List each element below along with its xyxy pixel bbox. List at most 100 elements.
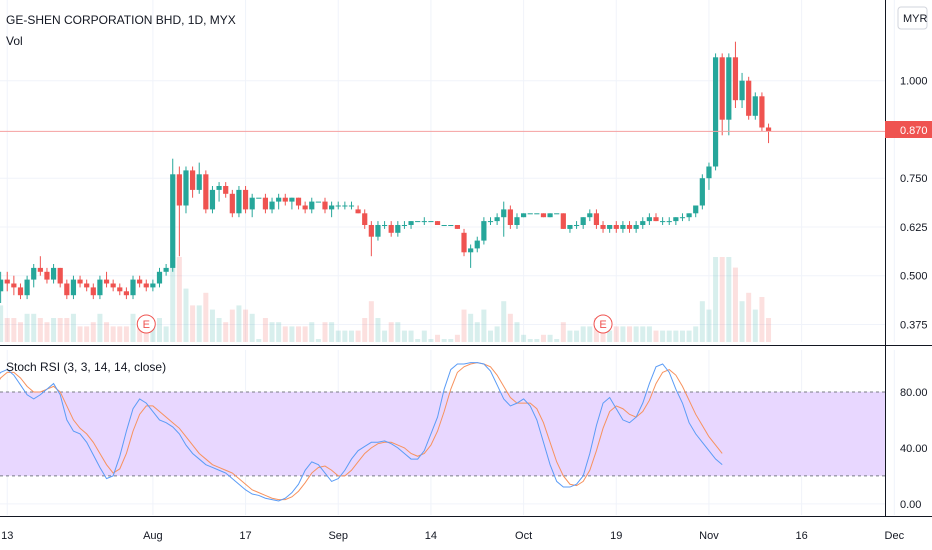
earnings-marker[interactable]: E (136, 314, 156, 334)
volume-bar (395, 322, 401, 342)
volume-bar (521, 334, 527, 342)
earnings-marker[interactable]: E (593, 314, 613, 334)
volume-bars (0, 257, 772, 342)
volume-bar (282, 326, 288, 342)
candle (408, 221, 414, 229)
volume-bar (176, 257, 182, 342)
candle (759, 92, 765, 132)
candle (375, 221, 381, 241)
candle (256, 197, 262, 199)
volume-bar (653, 330, 659, 342)
volume-bar (209, 309, 215, 342)
time-tick-label: 17 (239, 530, 251, 542)
candle (461, 228, 467, 257)
candle (401, 221, 408, 229)
volume-bar (262, 318, 268, 342)
currency-button[interactable] (897, 6, 928, 30)
volume-bar (117, 326, 123, 342)
candle (269, 197, 275, 214)
candle (494, 213, 500, 225)
volume-bar (11, 318, 17, 342)
candle (209, 186, 216, 214)
volume-bar (627, 326, 633, 342)
volume-bar (448, 339, 454, 342)
candle (50, 264, 57, 284)
volume-bar (37, 318, 43, 342)
candle (203, 170, 209, 214)
volume-bar (435, 334, 441, 342)
volume-bar (375, 318, 381, 342)
candle (620, 221, 626, 233)
volume-bar (97, 313, 103, 342)
volume-bar (759, 297, 765, 342)
volume-bar (44, 322, 50, 342)
candle (117, 283, 123, 296)
candle (554, 213, 560, 215)
volume-bar (494, 326, 500, 342)
candle (454, 225, 460, 229)
stoch-rsi-k-line (0, 362, 723, 502)
candle (24, 275, 30, 300)
price-axis-labels[interactable]: 0.375 0.500 0.625 0.750 1.000 (900, 76, 928, 332)
volume-bar (90, 322, 96, 342)
volume-bar (256, 339, 262, 342)
candle (487, 217, 494, 225)
candle (229, 189, 235, 218)
candle (110, 279, 116, 292)
candle (143, 279, 149, 292)
candle (216, 182, 222, 202)
candle (640, 217, 646, 229)
volume-bar (474, 322, 480, 342)
candle (156, 267, 163, 288)
time-axis-labels[interactable]: 13Aug17Sep14Oct19Nov16Dec14 (1, 530, 932, 542)
candle (289, 197, 295, 210)
volume-bar (70, 313, 76, 342)
volume-bar (686, 330, 692, 342)
candle (712, 53, 719, 171)
candle (315, 201, 321, 203)
volume-bar (540, 334, 546, 342)
volume-bar (157, 318, 162, 342)
stoch-rsi-axis-labels[interactable]: 0.00 40.00 80.00 (900, 387, 928, 511)
svg-text:E: E (599, 319, 606, 331)
candle (593, 209, 600, 229)
volume-bar (150, 326, 156, 342)
candle (295, 197, 302, 210)
stoch-rsi-tick-label: 0.00 (900, 499, 921, 511)
volume-bar (302, 326, 308, 342)
candle (137, 275, 143, 288)
volume-bar (580, 326, 586, 342)
volume-bar (355, 330, 361, 342)
volume-bar (77, 326, 83, 342)
candle (381, 221, 388, 229)
candle (600, 221, 606, 233)
candle (573, 221, 580, 229)
volume-bar (289, 326, 295, 342)
volume-bar (104, 322, 110, 342)
volume-bar (534, 339, 540, 342)
volume-bar (0, 305, 4, 342)
candle (276, 193, 282, 210)
candle (368, 221, 374, 257)
candle (4, 271, 10, 292)
volume-bar (746, 292, 752, 342)
candle (355, 205, 361, 214)
volume-bar (276, 322, 282, 342)
time-tick-label: Dec (885, 530, 905, 542)
candle (434, 221, 441, 225)
candle (607, 225, 613, 233)
candle (31, 264, 37, 288)
volume-bar (223, 322, 229, 342)
candle (84, 279, 90, 292)
volume-bar (660, 330, 666, 342)
price-tick-label: 0.375 (900, 319, 928, 331)
volume-bar (421, 330, 427, 342)
candle (560, 213, 566, 229)
volume-bar (269, 322, 275, 342)
candle (567, 225, 573, 233)
stoch-rsi-band (0, 391, 885, 476)
volume-bar (488, 330, 493, 342)
candlestick-series (0, 41, 772, 303)
volume-bar (315, 339, 321, 342)
candle (653, 213, 659, 222)
